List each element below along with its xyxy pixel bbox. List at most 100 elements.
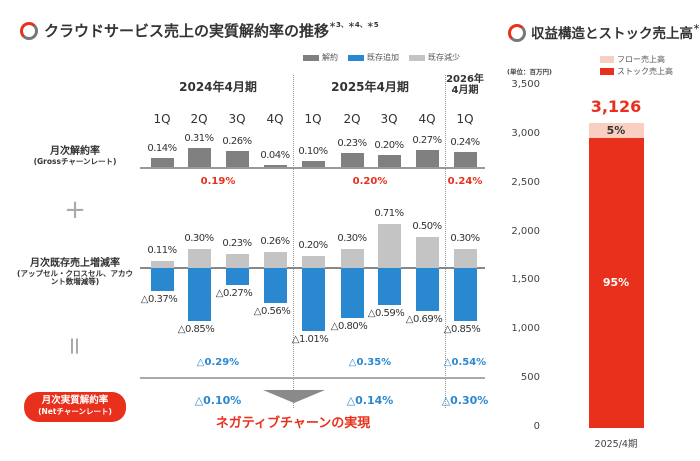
ring-bullet-icon [20,22,38,40]
legend-label: ストック売上高 [617,67,673,76]
legend-flow: フロー売上高 [600,54,665,65]
quarter-label: 1Q [456,112,474,126]
existing-add-bar [340,268,364,318]
legend-existing-decrease: 既存減少 [409,52,460,63]
gross-average-value: 0.24% [447,176,483,187]
stock-revenue-bar [589,137,644,428]
gross-churn-value: 0.24% [450,137,480,149]
legend-swatch [600,56,614,63]
y-tick-label: 2,000 [511,225,540,237]
legend-stock: ストック売上高 [600,66,673,77]
left-legend: 解約 既存追加 既存減少 [303,52,460,63]
quarter-label: 2Q [190,112,208,126]
existing-average-value: △0.35% [348,357,392,368]
gross-churn-bar [453,152,477,167]
legend-swatch [409,54,425,61]
gross-churn-bar [263,164,287,167]
left-title-notes: ＊3、＊4、＊5 [329,21,379,29]
gross-churn-bar [340,152,364,167]
gross-row-label: 月次解約率 (Grossチャーンレート) [34,146,117,166]
existing-add-value: △0.27% [215,287,253,299]
period-2025: 2025年4月期 [331,80,409,94]
legend-label: フロー売上高 [617,55,665,64]
net-row-label: 月次実質解約率 (Netチャーンレート) [24,392,126,422]
y-tick-label: 3,000 [511,127,540,139]
y-tick-label: 1,500 [511,274,540,286]
period-2024: 2024年4月期 [179,80,257,94]
existing-add-bar [187,268,211,321]
gross-sub-label: (Grossチャーンレート) [33,156,117,166]
gross-churn-bar [150,158,174,167]
existing-add-value: △0.37% [140,293,178,305]
legend-existing-add: 既存追加 [348,52,399,63]
quarter-label: 4Q [266,112,284,126]
net-sub-label: (Netチャーンレート) [38,406,112,416]
existing-decrease-value: 0.30% [337,233,367,245]
existing-decrease-bar [377,223,401,268]
gross-churn-bar [377,154,401,167]
down-arrow-icon [263,390,325,403]
left-title-text: クラウドサービス売上の実質解約率の推移 [44,22,330,40]
gross-average-value: 0.19% [200,176,236,187]
gross-churn-value: 0.14% [147,143,177,155]
y-tick-label: 0 [533,421,540,432]
stock-share-label: 95% [602,275,630,289]
ring-bullet-icon [508,24,526,42]
existing-average-value: △0.29% [196,357,240,368]
existing-decrease-value: 0.20% [298,239,328,251]
x-category-label: 2025/4期 [594,439,638,450]
quarter-label: 3Q [228,112,246,126]
gross-baseline [140,167,485,169]
gross-churn-value: 0.04% [260,149,290,161]
legend-swatch [600,68,614,75]
existing-decrease-value: 0.30% [450,233,480,245]
period-divider [293,75,294,408]
existing-add-value: △0.85% [443,323,481,335]
legend-label: 解約 [322,53,338,62]
existing-add-bar [150,268,174,291]
existing-decrease-value: 0.30% [184,233,214,245]
existing-sub-label: (アップセル・クロスセル、アカウント数増減等) [17,268,133,287]
existing-decrease-value: 0.50% [412,221,442,232]
net-label: 月次実質解約率 [41,395,109,406]
gross-churn-bar [225,150,249,167]
gross-churn-value: 0.31% [184,132,214,144]
flow-share-label: 5% [606,123,626,137]
existing-add-bar [301,268,325,331]
existing-decrease-bar [415,237,439,268]
y-tick-label: 3,500 [511,79,540,90]
legend-swatch [303,54,319,61]
existing-add-value: △0.69% [405,313,443,325]
existing-decrease-bar [150,261,174,268]
gross-churn-value: 0.23% [337,137,367,149]
existing-decrease-bar [301,255,325,268]
quarter-label: 1Q [153,112,171,126]
existing-add-bar [263,268,287,303]
existing-average-value: △0.54% [443,357,487,368]
quarter-label: 1Q [304,112,322,126]
negative-churn-callout: ネガティブチャーンの実現 [215,416,371,431]
existing-add-value: △1.01% [291,333,329,345]
quarter-label: 3Q [380,112,398,126]
legend-swatch [348,54,364,61]
plus-sign: + [64,195,86,225]
existing-add-bar [453,268,477,321]
flow-revenue-bar [589,122,644,138]
total-value-label: 3,126 [590,96,642,116]
gross-churn-bar [415,150,439,167]
period-2026: 2026年 4月期 [446,74,484,96]
gross-churn-bar [301,160,325,167]
legend-label: 既存追加 [367,53,399,62]
existing-add-value: △0.59% [367,307,405,319]
gross-label: 月次解約率 [50,146,100,157]
legend-label: 既存減少 [428,53,460,62]
existing-add-value: △0.85% [177,323,215,335]
y-tick-label: 1,000 [511,323,540,335]
existing-decrease-value: 0.11% [147,245,177,257]
existing-label: 月次既存売上増減率 [30,258,120,269]
net-divider-line [140,377,485,379]
gross-churn-bar [187,147,211,167]
quarter-label: 4Q [418,112,436,126]
existing-add-value: △0.80% [330,320,368,332]
